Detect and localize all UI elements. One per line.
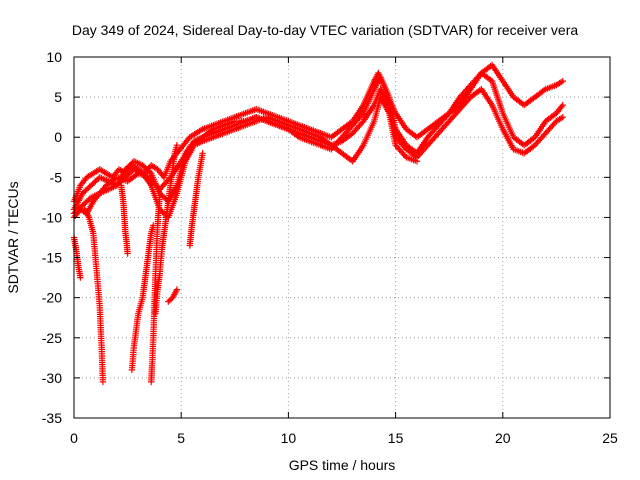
series-dip-5 xyxy=(148,190,163,386)
series-dip-4 xyxy=(128,222,157,374)
y-tick-label: 10 xyxy=(46,49,62,65)
y-tick-label: 0 xyxy=(54,129,62,145)
series-dip-8 xyxy=(186,150,206,249)
y-tick-label: -5 xyxy=(50,169,63,185)
x-axis-title: GPS time / hours xyxy=(289,457,396,473)
y-axis-title: SDTVAR / TECUs xyxy=(5,181,21,293)
x-tick-label: 5 xyxy=(177,430,185,446)
data-point-markers xyxy=(148,190,163,386)
y-tick-label: -25 xyxy=(42,330,62,346)
series-dip-6 xyxy=(152,142,181,317)
data-series xyxy=(70,61,566,386)
y-tick-label: -20 xyxy=(42,290,62,306)
series-dip-3 xyxy=(118,182,131,257)
y-tick-label: 5 xyxy=(54,89,62,105)
y-tick-label: -10 xyxy=(42,209,62,225)
x-tick-label: 15 xyxy=(388,430,404,446)
x-tick-label: 10 xyxy=(281,430,297,446)
y-tick-label: -35 xyxy=(42,410,62,426)
series-dip-2 xyxy=(81,206,107,386)
data-point-markers xyxy=(152,142,181,317)
data-point-markers xyxy=(81,206,107,386)
x-tick-label: 0 xyxy=(70,430,78,446)
series-dip-7 xyxy=(165,286,181,305)
x-tick-label: 25 xyxy=(602,430,618,446)
x-tick-label: 20 xyxy=(495,430,511,446)
data-point-markers xyxy=(165,286,181,305)
data-point-markers xyxy=(186,150,206,249)
y-tick-label: -15 xyxy=(42,250,62,266)
axis-ticks: 0 5 10 15 20 25 -35 -30 -25 -20 -15 -10 -5 0 5 10 xyxy=(42,49,618,446)
chart-title: Day 349 of 2024, Sidereal Day-to-day VTE… xyxy=(72,22,578,38)
y-tick-label: -30 xyxy=(42,370,62,386)
plot-frame xyxy=(73,56,611,419)
data-point-markers xyxy=(118,182,131,257)
data-point-markers xyxy=(128,222,157,374)
